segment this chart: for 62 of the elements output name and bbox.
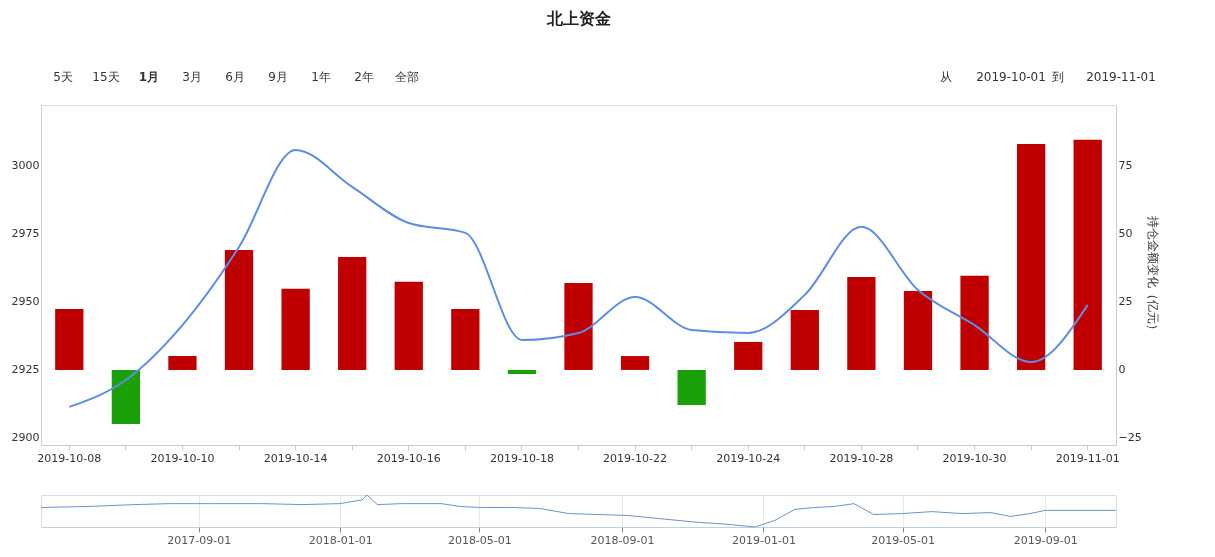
bar	[564, 282, 593, 370]
x-tick-label: 2019-09-01	[1013, 533, 1078, 547]
x-tick-label: 2018-01-01	[308, 533, 373, 547]
y-tick-label: 2925	[11, 363, 40, 377]
bar	[451, 309, 480, 370]
text: 1年	[311, 70, 331, 84]
y2-tick-label: −25	[1118, 431, 1142, 445]
x-tick-label: 2019-10-24	[716, 451, 781, 465]
y2-tick-label: 0	[1118, 363, 1126, 377]
y2-tick-label: 75	[1118, 159, 1133, 173]
y-tick-label: 2900	[11, 431, 40, 445]
x-tick-label: 2019-10-16	[376, 451, 441, 465]
y-tick-label: 2975	[11, 227, 40, 241]
text: 2年	[354, 70, 374, 84]
text: 5天	[53, 70, 73, 84]
bar	[1016, 143, 1046, 370]
bar	[960, 275, 989, 370]
x-tick-label: 2019-11-01	[1055, 451, 1120, 465]
x-tick-label: 2019-10-08	[37, 451, 102, 465]
bar	[224, 249, 254, 370]
bar	[847, 276, 876, 370]
chart-title: 北上资金	[545, 9, 611, 28]
bar	[338, 257, 367, 370]
text: 2019-11-01	[1086, 70, 1156, 84]
text: 6月	[225, 70, 245, 84]
bar	[55, 309, 84, 370]
x-tick-label: 2019-10-28	[829, 451, 894, 465]
y-tick-label: 2950	[11, 295, 40, 309]
y2-tick-label: 25	[1118, 295, 1133, 309]
bar	[281, 288, 310, 370]
bar	[903, 291, 933, 370]
text: 全部	[395, 70, 419, 84]
bar	[677, 369, 706, 406]
text: 3月	[182, 70, 202, 84]
bar	[111, 369, 141, 425]
x-tick-label: 2017-09-01	[167, 533, 232, 547]
bar	[394, 281, 423, 370]
x-tick-label: 2019-05-01	[871, 533, 936, 547]
y-tick-label: 3000	[11, 159, 40, 173]
text: 15天	[92, 70, 120, 84]
x-tick-label: 2019-10-14	[263, 451, 328, 465]
bar	[790, 310, 819, 370]
bar	[1073, 139, 1102, 370]
x-tick-label: 2018-05-01	[447, 533, 512, 547]
bar	[507, 369, 537, 375]
y2-axis-title: 持仓金额变化（亿元）	[1145, 215, 1160, 336]
text: 从	[940, 70, 952, 84]
x-tick-label: 2018-09-01	[590, 533, 655, 547]
bar	[734, 341, 763, 370]
y2-tick-label: 50	[1118, 227, 1133, 241]
bar	[620, 356, 650, 370]
text: 到	[1052, 70, 1064, 84]
x-tick-label: 2019-10-30	[942, 451, 1007, 465]
x-tick-label: 2019-01-01	[732, 533, 796, 547]
x-tick-label: 2019-10-18	[489, 451, 554, 465]
text: 2019-10-01	[976, 70, 1046, 84]
bar	[168, 356, 197, 370]
text: 9月	[268, 70, 288, 84]
line-series	[68, 148, 1089, 408]
x-tick-label: 2019-10-22	[603, 451, 668, 465]
text: 1月	[138, 70, 160, 84]
x-tick-label: 2019-10-10	[150, 451, 215, 465]
